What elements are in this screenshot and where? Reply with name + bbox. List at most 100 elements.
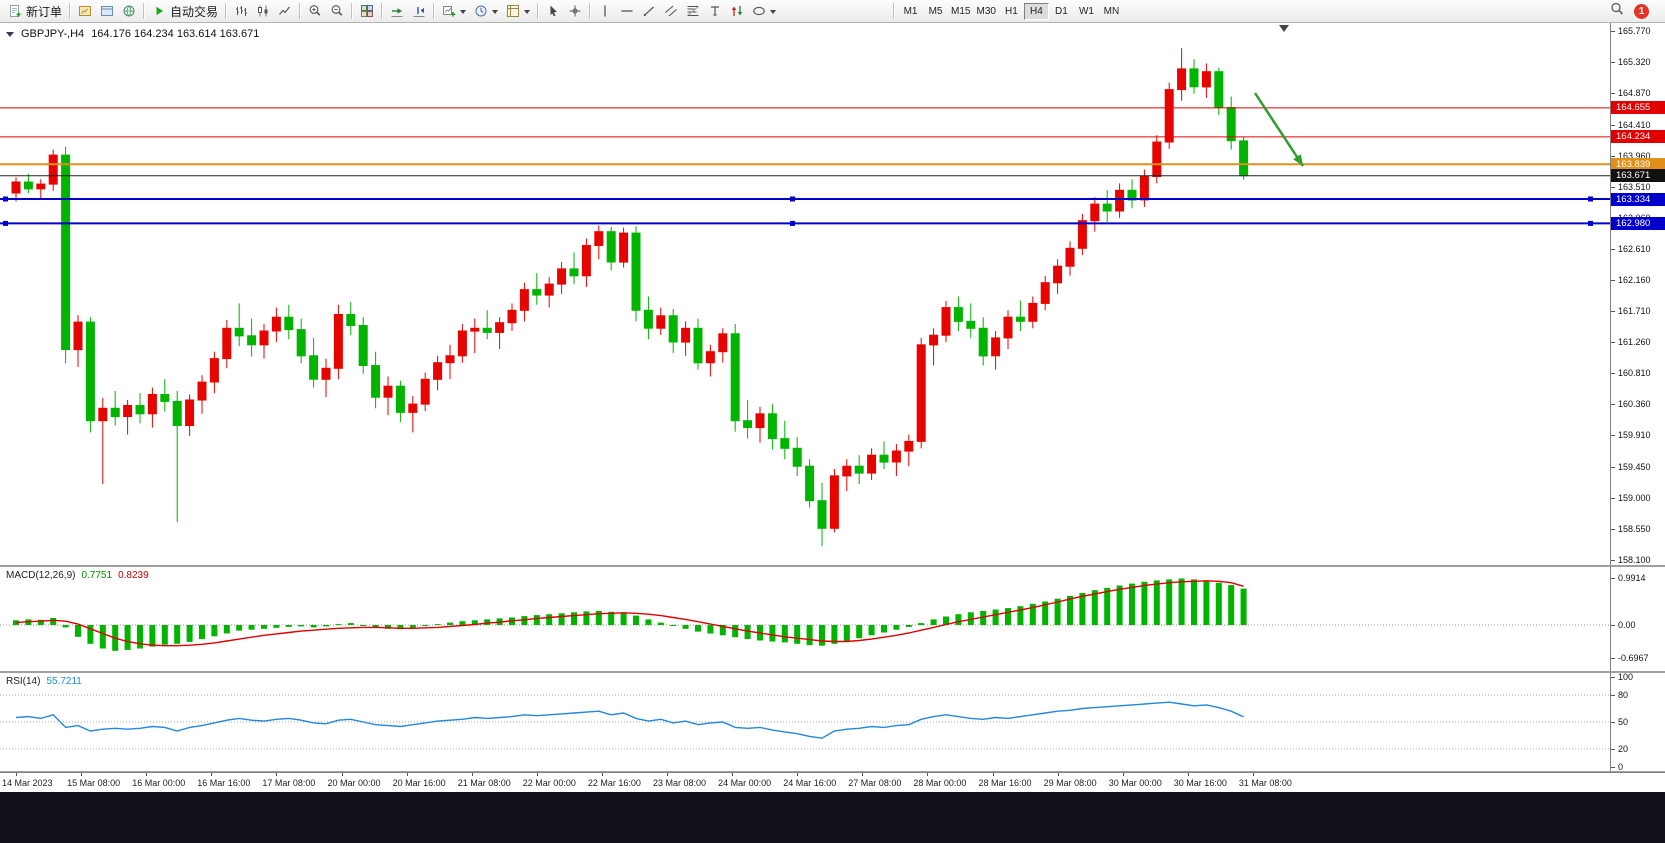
macd-axis-label: 0.00 [1618,620,1636,630]
data-window-icon[interactable] [96,0,118,22]
fibonacci-icon[interactable] [682,0,704,22]
timeframe-button-m5[interactable]: M5 [928,5,943,17]
time-axis-label: 16 Mar 16:00 [197,778,251,788]
rsi-axis-tick [1611,767,1615,768]
time-axis-label: 15 Mar 08:00 [67,778,121,788]
price-badge: 163.671 [1611,169,1665,183]
crosshair-icon[interactable] [564,0,586,22]
panel-splitter[interactable] [0,671,1665,673]
vertical-line-icon[interactable] [594,0,616,22]
price-axis-tick [1611,342,1615,344]
time-axis-tick [276,773,278,776]
chevron-down-icon [770,9,777,17]
shapes-icon[interactable] [748,0,780,22]
auto-scroll-icon[interactable] [386,0,408,22]
timeframe-button-d1[interactable]: D1 [1055,5,1068,17]
toolbar-separator [143,3,146,19]
time-axis-label: 22 Mar 16:00 [587,778,641,788]
price-axis-tick [1611,31,1615,32]
time-axis-tick [211,773,213,776]
price-axis-label: 159.910 [1618,430,1651,441]
new-chart-icon[interactable] [438,0,470,22]
bar-chart-icon[interactable] [230,0,252,22]
market-watch-icon[interactable] [74,0,96,22]
timeframe-button-m1[interactable]: M1 [903,5,918,17]
toolbar-separator [589,3,592,19]
time-axis-label: 21 Mar 08:00 [457,778,511,788]
price-axis-label: 164.870 [1618,88,1651,99]
time-axis-label: 17 Mar 08:00 [262,778,316,788]
line-handle[interactable] [790,196,795,202]
chart-menu-icon[interactable] [6,32,14,41]
price-axis-label: 165.770 [1618,26,1651,36]
channel-icon[interactable] [660,0,682,22]
chart-shift-icon[interactable] [408,0,430,22]
price-axis-label: 165.320 [1618,57,1651,67]
line-handle[interactable] [1588,196,1593,202]
zoom-out-icon[interactable] [326,0,348,22]
periods-icon[interactable] [470,0,502,22]
notification-badge[interactable]: 1 [1634,3,1649,19]
toolbar-separator [893,3,896,19]
main-price-chart[interactable] [0,23,1610,565]
chevron-down-icon [460,9,467,17]
line-handle[interactable] [1588,220,1593,226]
templates-icon[interactable] [502,0,534,22]
line-handle[interactable] [3,220,8,226]
hline-163.334[interactable] [0,196,1610,202]
arrow-tool-icon[interactable] [726,0,748,22]
time-axis-tick [732,773,734,776]
candlestick-chart-icon[interactable] [252,0,274,22]
hline-162.980[interactable] [0,220,1610,226]
horizontal-line-icon[interactable] [616,0,638,22]
time-axis-tick [1057,773,1059,776]
zoom-in-icon[interactable] [304,0,326,22]
price-axis-label: 159.450 [1618,461,1651,472]
macd-panel[interactable] [0,567,1610,671]
line-chart-icon[interactable] [274,0,296,22]
line-handle[interactable] [3,196,8,202]
time-axis-tick [146,773,148,776]
price-axis-tick [1611,186,1615,188]
annotation-arrow[interactable] [1253,92,1305,167]
time-axis-label: 27 Mar 08:00 [848,778,902,788]
search-icon[interactable] [1610,2,1624,21]
macd-signal-line [15,580,1244,647]
autotrading-button[interactable]: 自动交易 [148,0,222,22]
time-axis-tick [1122,773,1124,776]
rsi-panel[interactable] [0,673,1610,771]
price-badge: 164.655 [1611,101,1665,115]
price-axis[interactable]: 165.770 165.320 164.870 164.410 163.960 163.5… [1610,23,1665,772]
cursor-icon[interactable] [542,0,564,22]
time-axis-tick [1252,773,1254,776]
globe-icon[interactable] [118,0,140,22]
price-axis-tick [1611,466,1615,468]
price-axis-label: 159.000 [1618,492,1651,503]
timeframe-button-mn[interactable]: MN [1103,5,1120,17]
time-axis-tick [797,773,799,776]
rsi-axis-label: 80 [1618,690,1629,700]
time-axis[interactable]: 14 Mar 2023 15 Mar 08:00 16 Mar 00:00 16 Ma… [0,772,1665,792]
text-tool-icon[interactable] [704,0,726,22]
panel-splitter[interactable] [0,565,1665,567]
line-handle[interactable] [790,220,795,226]
panel-splitter[interactable] [0,771,1665,772]
new-order-button[interactable]: 新订单 [4,0,66,22]
timeframe-button-m30[interactable]: M30 [976,5,996,17]
macd-axis-label: 0.9914 [1618,573,1646,584]
timeframe-button-w1[interactable]: W1 [1078,5,1094,17]
rsi-axis-tick [1611,749,1615,750]
time-axis-label: 20 Mar 00:00 [327,778,381,788]
timeframe-button-h4[interactable]: H4 [1023,2,1049,20]
timeframe-button-m15[interactable]: M15 [951,5,971,17]
price-axis-label: 160.810 [1618,368,1651,379]
chart-shift-marker[interactable] [1279,25,1289,32]
price-badge: 163.839 [1611,157,1665,171]
timeframe-button-h1[interactable]: H1 [1005,5,1018,17]
price-axis-tick [1611,560,1615,561]
price-axis-label: 158.550 [1618,524,1651,534]
tile-windows-icon[interactable] [356,0,378,22]
time-axis-label: 24 Mar 16:00 [783,778,837,788]
trend-line-icon[interactable] [638,0,660,22]
toolbar: 新订单 自动交易 M1 M5 M15 M30 H1 H4 D1 W1 MN 1 [0,0,1665,23]
